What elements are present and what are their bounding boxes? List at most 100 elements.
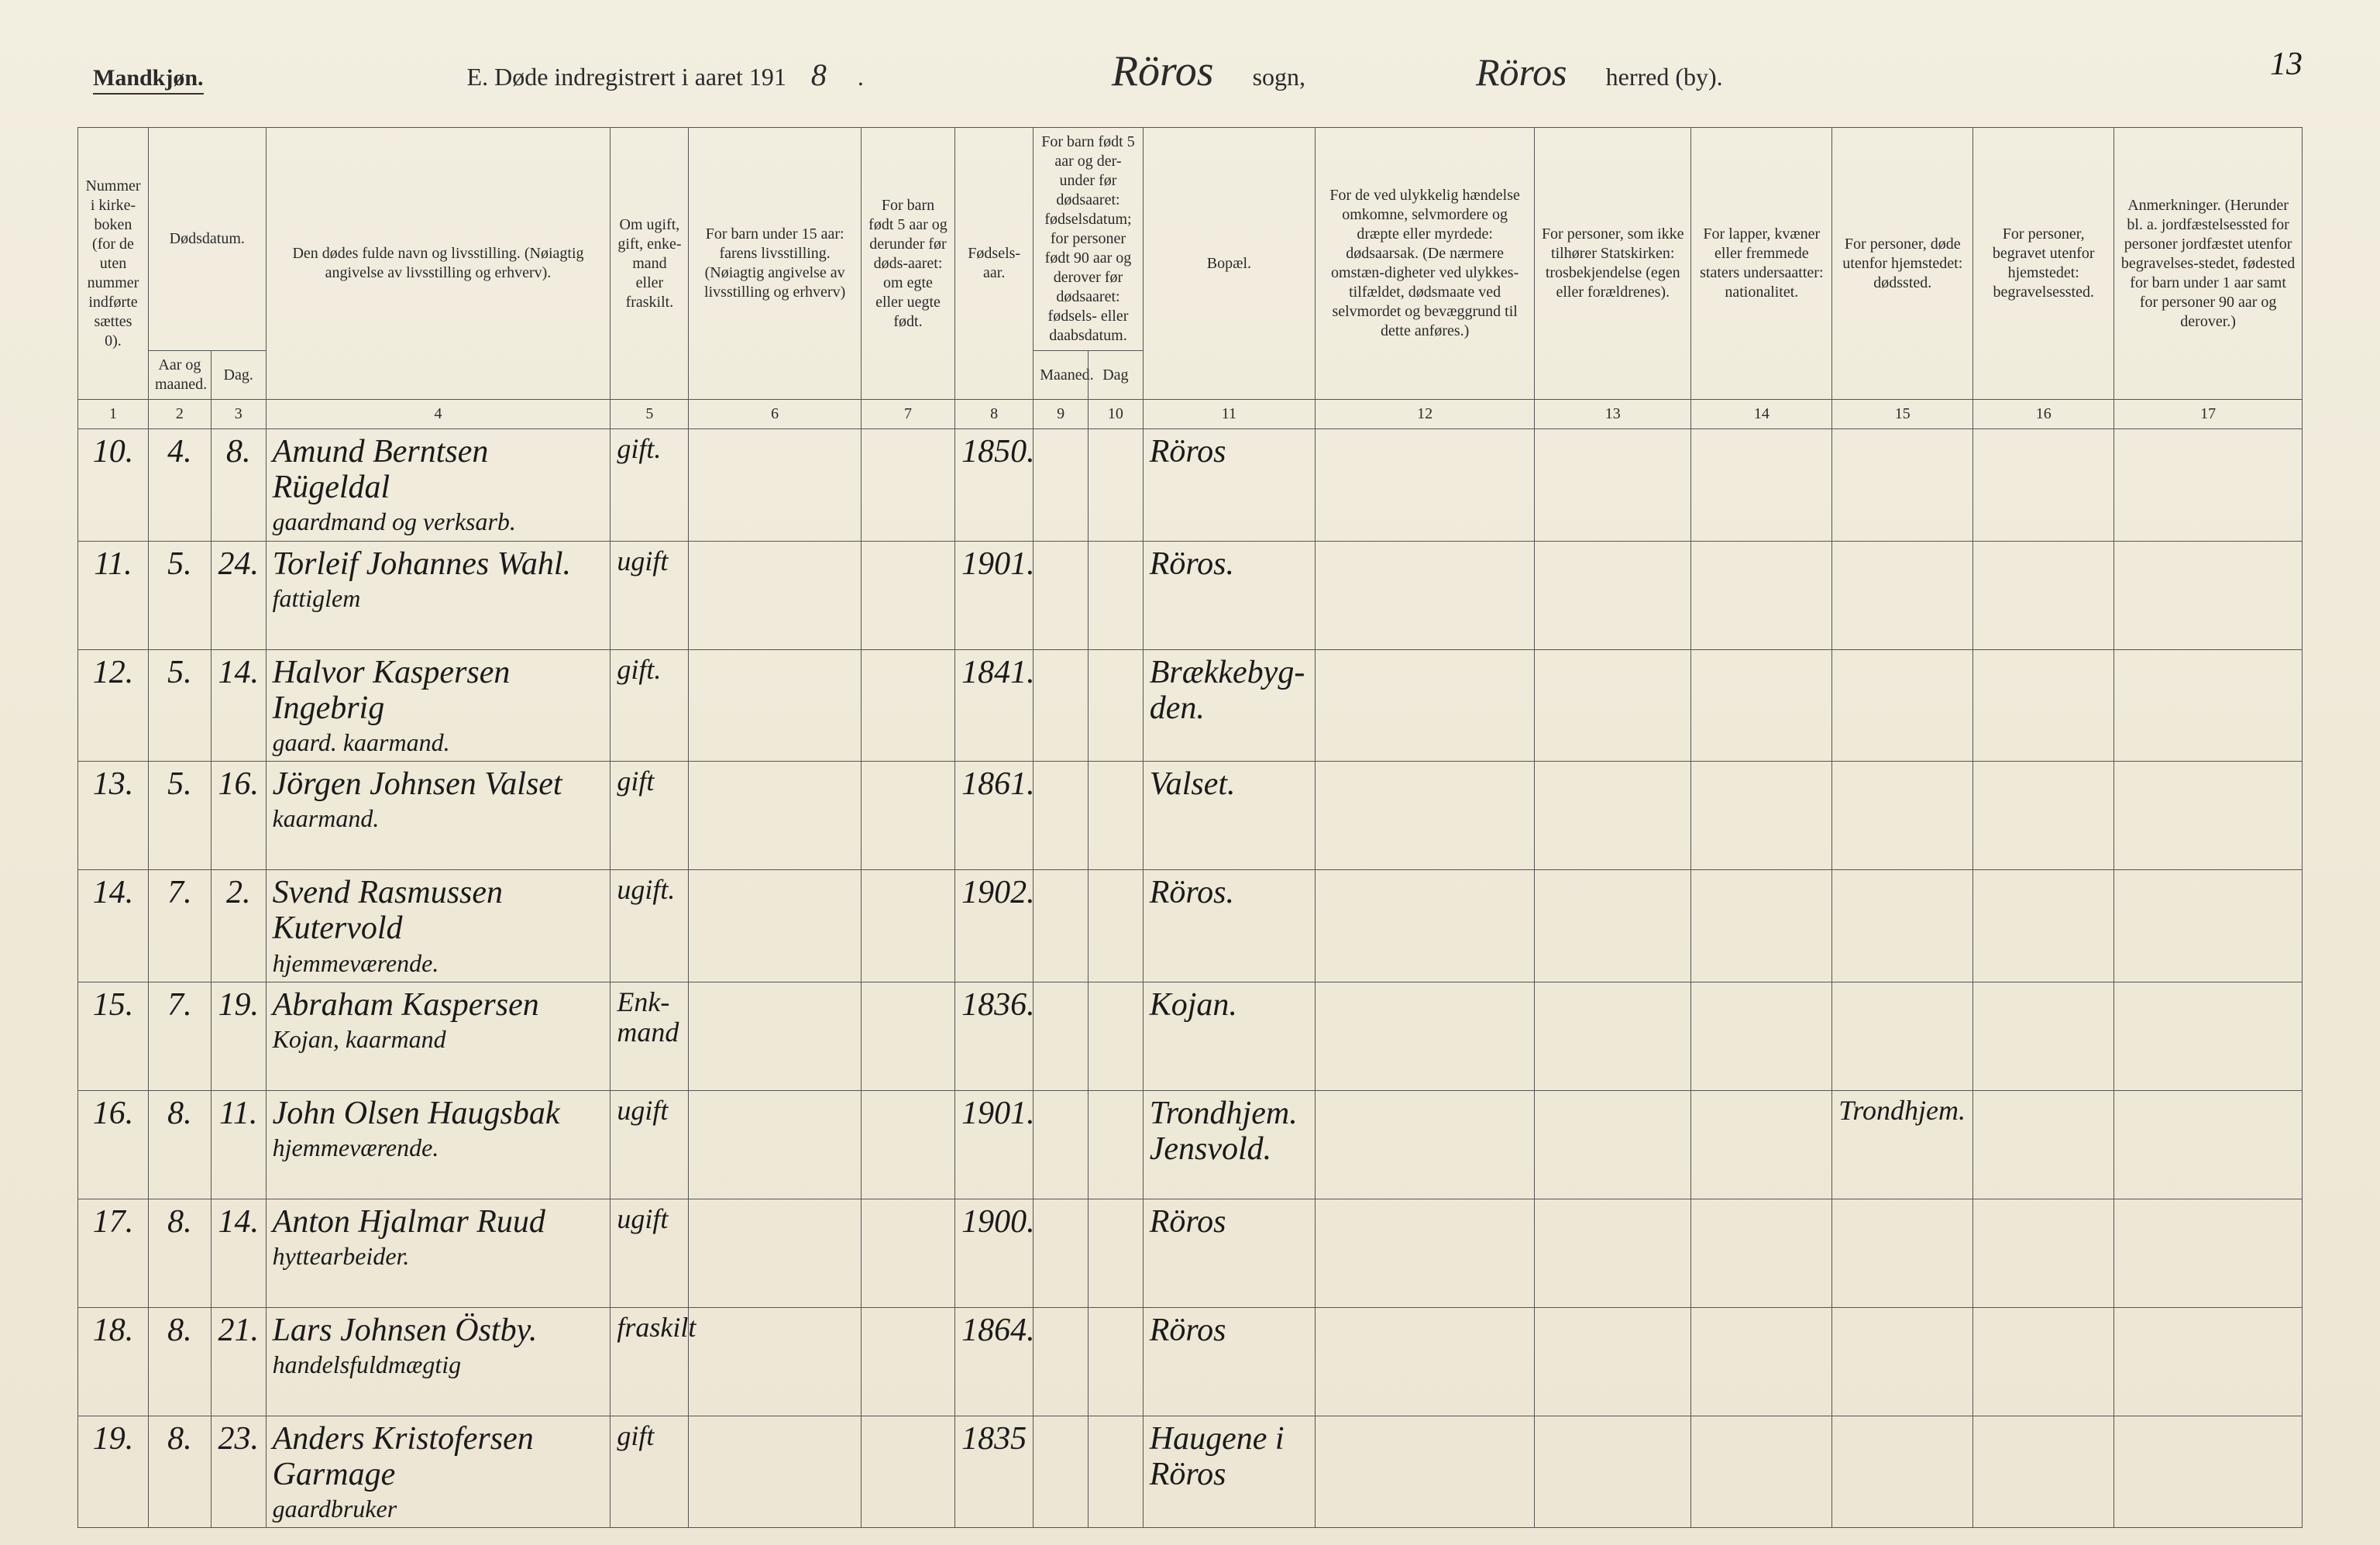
- cell-status: fraskilt: [610, 1307, 689, 1416]
- cell-bday: [1088, 1199, 1143, 1307]
- cell-legit: [861, 649, 954, 762]
- cell-bday: [1088, 1307, 1143, 1416]
- cell-bmonth: [1034, 870, 1089, 982]
- cell-bmonth: [1034, 541, 1089, 649]
- cell-remarks: [2114, 649, 2303, 762]
- colnum-14: 14: [1691, 400, 1832, 429]
- ledger-page: 13 Mandkjøn. E. Døde indregistrert i aar…: [0, 0, 2380, 1545]
- page-number: 13: [2270, 46, 2303, 82]
- cell-bday: [1088, 1416, 1143, 1528]
- cell-num: 19.: [78, 1416, 149, 1528]
- cell-remarks: [2114, 762, 2303, 870]
- cell-status: gift.: [610, 649, 689, 762]
- cell-nationality: [1691, 1307, 1832, 1416]
- cell-day: 14.: [211, 1199, 266, 1307]
- colnum-10: 10: [1088, 400, 1143, 429]
- cell-legit: [861, 982, 954, 1090]
- cell-month: 8.: [148, 1307, 211, 1416]
- cell-num: 11.: [78, 541, 149, 649]
- cell-name: Halvor Kaspersen Ingebriggaard. kaarmand…: [266, 649, 610, 762]
- cell-burialplace: [1973, 1090, 2114, 1199]
- cell-birth: 1901.: [955, 541, 1034, 649]
- cell-month: 8.: [148, 1090, 211, 1199]
- col-header-12: For de ved ulykkelig hændelse omkomne, s…: [1316, 128, 1535, 400]
- cell-remarks: [2114, 870, 2303, 982]
- cell-status: ugift: [610, 1199, 689, 1307]
- cell-cause: [1316, 1199, 1535, 1307]
- cell-nationality: [1691, 649, 1832, 762]
- cell-father: [689, 870, 861, 982]
- cell-month: 5.: [148, 649, 211, 762]
- cell-burialplace: [1973, 982, 2114, 1090]
- cell-legit: [861, 1090, 954, 1199]
- table-row: 12.5.14.Halvor Kaspersen Ingebriggaard. …: [78, 649, 2303, 762]
- cell-day: 21.: [211, 1307, 266, 1416]
- colnum-2: 2: [148, 400, 211, 429]
- col-header-7: For barn født 5 aar og derunder før døds…: [861, 128, 954, 400]
- colnum-7: 7: [861, 400, 954, 429]
- cell-legit: [861, 1199, 954, 1307]
- cell-num: 12.: [78, 649, 149, 762]
- cell-residence: Röros.: [1143, 870, 1315, 982]
- col-header-6: For barn under 15 aar: farens livsstilli…: [689, 128, 861, 400]
- cell-legit: [861, 870, 954, 982]
- cell-legit: [861, 762, 954, 870]
- cell-birth: 1901.: [955, 1090, 1034, 1199]
- cell-burialplace: [1973, 429, 2114, 542]
- cell-bmonth: [1034, 1090, 1089, 1199]
- cell-nationality: [1691, 1416, 1832, 1528]
- sogn-label: sogn,: [1253, 63, 1305, 91]
- table-row: 19.8.23.Anders Kristofersen Garmagegaard…: [78, 1416, 2303, 1528]
- cell-deathplace: [1832, 649, 1973, 762]
- ledger-table: Nummer i kirke-boken (for de uten nummer…: [77, 127, 2303, 1528]
- cell-num: 18.: [78, 1307, 149, 1416]
- cell-name: Abraham KaspersenKojan, kaarmand: [266, 982, 610, 1090]
- col-header-9-10-group: For barn født 5 aar og der-under før død…: [1034, 128, 1144, 351]
- cell-deathplace: [1832, 1307, 1973, 1416]
- cell-residence: Röros: [1143, 1199, 1315, 1307]
- col-header-5: Om ugift, gift, enke-mand eller fraskilt…: [610, 128, 689, 400]
- cell-father: [689, 649, 861, 762]
- cell-num: 17.: [78, 1199, 149, 1307]
- cell-faith: [1535, 541, 1691, 649]
- col-header-14: For lapper, kvæner eller fremmede stater…: [1691, 128, 1832, 400]
- cell-status: ugift.: [610, 870, 689, 982]
- cell-birth: 1841.: [955, 649, 1034, 762]
- cell-faith: [1535, 1307, 1691, 1416]
- cell-faith: [1535, 429, 1691, 542]
- cell-month: 4.: [148, 429, 211, 542]
- cell-burialplace: [1973, 762, 2114, 870]
- cell-num: 14.: [78, 870, 149, 982]
- cell-bday: [1088, 1090, 1143, 1199]
- cell-status: gift: [610, 1416, 689, 1528]
- cell-month: 8.: [148, 1199, 211, 1307]
- herred-label: herred (by).: [1606, 63, 1723, 91]
- cell-name: Torleif Johannes Wahl.fattiglem: [266, 541, 610, 649]
- table-row: 17.8.14.Anton Hjalmar Ruudhyttearbeider.…: [78, 1199, 2303, 1307]
- cell-bday: [1088, 870, 1143, 982]
- title-prefix: E. Døde indregistrert i aaret 191: [467, 63, 786, 91]
- cell-cause: [1316, 1090, 1535, 1199]
- col-header-13: For personer, som ikke tilhører Statskir…: [1535, 128, 1691, 400]
- cell-father: [689, 541, 861, 649]
- cell-cause: [1316, 982, 1535, 1090]
- cell-legit: [861, 1416, 954, 1528]
- cell-status: gift.: [610, 429, 689, 542]
- cell-cause: [1316, 870, 1535, 982]
- cell-bmonth: [1034, 429, 1089, 542]
- cell-faith: [1535, 1090, 1691, 1199]
- cell-num: 15.: [78, 982, 149, 1090]
- cell-father: [689, 1416, 861, 1528]
- colnum-8: 8: [955, 400, 1034, 429]
- col-header-3: Dag.: [211, 351, 266, 400]
- cell-nationality: [1691, 982, 1832, 1090]
- cell-residence: Kojan.: [1143, 982, 1315, 1090]
- cell-deathplace: [1832, 1199, 1973, 1307]
- cell-bmonth: [1034, 1307, 1089, 1416]
- cell-deathplace: Trondhjem.: [1832, 1090, 1973, 1199]
- col-header-8: Fødsels-aar.: [955, 128, 1034, 400]
- colnum-4: 4: [266, 400, 610, 429]
- cell-day: 16.: [211, 762, 266, 870]
- col-header-1: Nummer i kirke-boken (for de uten nummer…: [78, 128, 149, 400]
- cell-day: 14.: [211, 649, 266, 762]
